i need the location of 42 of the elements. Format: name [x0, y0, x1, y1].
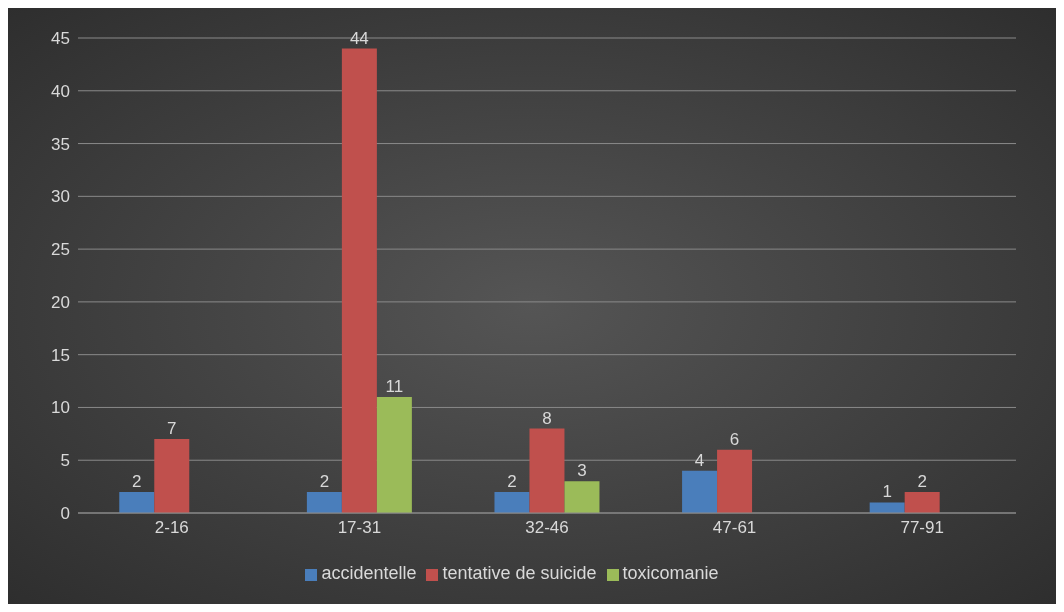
- x-tick-label: 47-61: [712, 518, 757, 538]
- bar: [119, 491, 155, 513]
- y-tick-label: 5: [60, 451, 70, 471]
- data-label: 3: [577, 461, 587, 481]
- bar: [564, 481, 600, 513]
- data-label: 6: [729, 429, 740, 449]
- y-tick-label: 0: [60, 504, 70, 524]
- bar: [306, 491, 342, 513]
- y-tick-label: 10: [51, 398, 70, 418]
- y-tick-label: 25: [51, 240, 70, 260]
- bar: [717, 449, 753, 513]
- x-tick-label: 2-16: [154, 518, 189, 538]
- data-label: 1: [882, 482, 892, 502]
- bar: [869, 502, 905, 513]
- bar: [154, 439, 190, 513]
- legend-label: tentative de suicide: [442, 563, 597, 583]
- x-tick-label: 32-46: [525, 518, 569, 538]
- data-label: 2: [507, 471, 517, 491]
- x-tick-label: 17-31: [337, 518, 382, 538]
- bar: [341, 48, 377, 513]
- bar: [682, 470, 718, 513]
- legend-label: accidentelle: [321, 563, 417, 583]
- bar: [529, 428, 565, 513]
- y-tick-label: 35: [51, 134, 70, 154]
- bar: [494, 491, 530, 513]
- y-tick-label: 15: [51, 345, 70, 365]
- data-label: 4: [694, 450, 705, 470]
- data-label: 8: [542, 408, 552, 428]
- data-label: 2: [319, 471, 330, 491]
- data-label: 7: [167, 419, 177, 439]
- y-tick-label: 20: [51, 292, 70, 312]
- data-label: 44: [349, 28, 369, 48]
- y-tick-label: 45: [51, 29, 70, 49]
- x-tick-label: 77-91: [900, 518, 944, 538]
- data-label: 2: [917, 471, 927, 491]
- y-tick-label: 40: [51, 81, 70, 101]
- data-label: 2: [132, 471, 142, 491]
- data-label: 11: [385, 376, 404, 396]
- legend-label: toxicomanie: [622, 563, 719, 583]
- y-tick-label: 30: [51, 187, 70, 207]
- bar: [904, 491, 940, 513]
- bar: [376, 396, 412, 513]
